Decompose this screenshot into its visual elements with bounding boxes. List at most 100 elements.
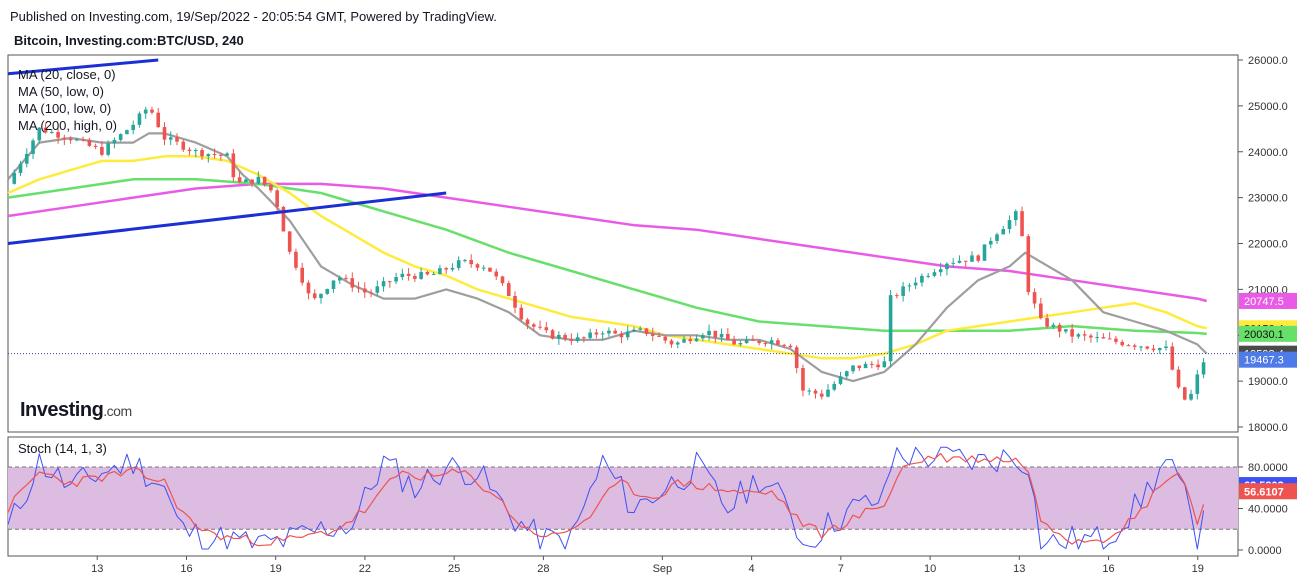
candle-body — [888, 295, 893, 362]
candle-body — [1107, 338, 1112, 340]
candle-body — [976, 255, 981, 261]
stoch-y-tick-label: 40.0000 — [1248, 504, 1288, 516]
candle-body — [726, 333, 730, 340]
candle-body — [657, 335, 661, 337]
candle-body — [231, 153, 236, 178]
candle-body — [56, 132, 60, 138]
candle-body — [957, 260, 962, 263]
candle-body — [588, 332, 592, 338]
y-tick-label: 25000.0 — [1248, 101, 1288, 113]
candle-body — [988, 240, 993, 245]
logo-suffix: .com — [103, 403, 132, 419]
candle-body — [963, 260, 968, 262]
candle-body — [143, 109, 148, 114]
trend-line — [7, 191, 447, 245]
candle-body — [400, 273, 405, 278]
candle-body — [488, 267, 492, 272]
legend-ma200: MA (200, high, 0) — [18, 118, 117, 133]
candle-body — [563, 334, 567, 340]
candle-body — [50, 132, 54, 134]
candle-body — [876, 364, 880, 368]
candle-body — [444, 268, 448, 270]
candle-body — [456, 260, 461, 268]
candle-body — [688, 339, 693, 342]
candle-body — [1064, 329, 1068, 332]
candle-body — [982, 244, 987, 261]
candle-body — [519, 307, 524, 320]
candle-body — [826, 389, 830, 397]
y-tick-label: 26000.0 — [1248, 55, 1288, 67]
y-tick-label: 18000.0 — [1248, 422, 1288, 434]
ma200-line — [7, 182, 1208, 303]
candle-body — [532, 324, 536, 327]
trend-line — [7, 58, 159, 76]
x-tick-label: 19 — [1192, 563, 1204, 575]
candle-body — [926, 275, 930, 277]
candle-body — [751, 339, 755, 341]
candle-body — [600, 333, 605, 335]
x-tick-label: Sep — [653, 563, 673, 575]
candle-body — [312, 293, 317, 299]
y-tick-label: 24000.0 — [1248, 147, 1288, 159]
candle-body — [93, 145, 98, 147]
candle-body — [550, 330, 555, 339]
candle-body — [1101, 337, 1106, 339]
candle-body — [995, 234, 999, 241]
candle-body — [844, 371, 849, 377]
candle-body — [494, 271, 499, 277]
candle-body — [1089, 335, 1093, 338]
stoch-layer — [7, 446, 1238, 550]
candle-body — [744, 339, 749, 344]
stoch-y-tick-label: 80.0000 — [1248, 462, 1288, 474]
candle-body — [281, 206, 286, 232]
candle-body — [870, 363, 874, 365]
candle-body — [137, 113, 142, 125]
candle-body — [732, 339, 736, 345]
candle-body — [1139, 346, 1143, 348]
x-tick-label: 13 — [91, 563, 103, 575]
candle-body — [131, 124, 135, 131]
candle-body — [1026, 236, 1031, 293]
candle-body — [776, 340, 780, 345]
candle-body — [200, 150, 204, 157]
candle-body — [1076, 334, 1081, 337]
candle-body — [100, 146, 104, 155]
x-tick-label: 7 — [838, 563, 844, 575]
candle-body — [225, 153, 229, 156]
candle-body — [938, 269, 943, 273]
candle-body — [1195, 374, 1200, 394]
candle-body — [794, 347, 799, 369]
candle-body — [1170, 346, 1175, 370]
candle-body — [256, 176, 261, 184]
candle-body — [394, 277, 398, 282]
candle-body — [388, 281, 392, 283]
candle-body — [37, 127, 42, 141]
x-tick-label: 22 — [359, 563, 371, 575]
stoch-d-line — [7, 452, 1205, 547]
ma20-line — [7, 132, 1208, 383]
candle-body — [913, 282, 918, 286]
price-label-box — [1239, 351, 1297, 368]
candle-body — [757, 340, 761, 344]
stoch-title: Stoch (14, 1, 3) — [18, 441, 107, 456]
published-note: Published on Investing.com, 19/Sep/2022 … — [10, 9, 497, 24]
candle-body — [582, 337, 586, 339]
candle-body — [1082, 334, 1087, 336]
candle-body — [838, 376, 843, 384]
legend-ma20: MA (20, close, 0) — [18, 67, 116, 82]
candle-body — [819, 393, 824, 397]
candle-body — [663, 336, 668, 341]
candle-body — [168, 137, 173, 140]
candle-body — [81, 139, 85, 141]
candle-body — [951, 262, 955, 264]
candle-body — [575, 337, 580, 341]
candle-body — [381, 281, 386, 287]
candle-body — [413, 276, 417, 279]
candle-body — [1145, 346, 1150, 349]
candle-body — [1020, 211, 1024, 237]
x-tick-label: 19 — [270, 563, 282, 575]
candle-body — [920, 275, 924, 283]
candle-body — [175, 137, 179, 142]
candle-body — [707, 330, 711, 336]
